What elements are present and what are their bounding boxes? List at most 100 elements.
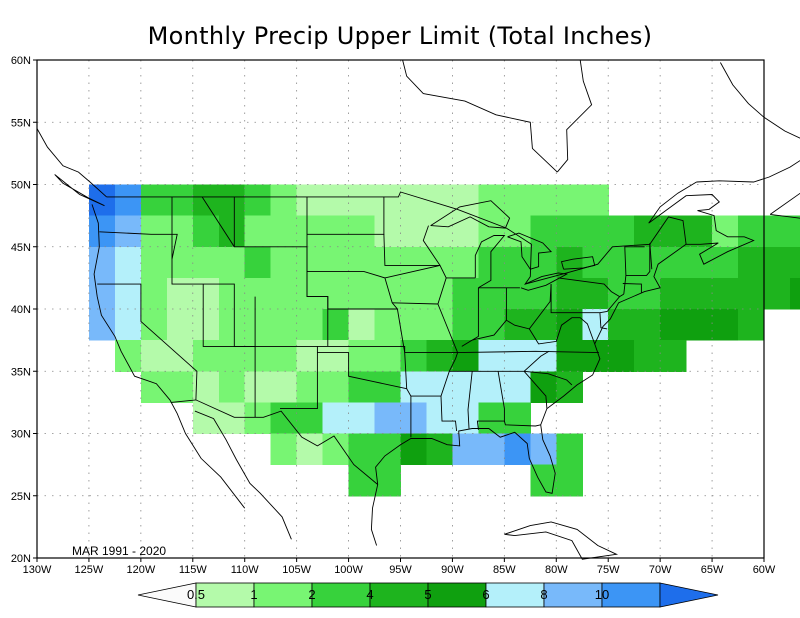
- precip-cell: [218, 246, 246, 279]
- precip-cell: [530, 215, 557, 248]
- precip-cell: [244, 184, 272, 217]
- boundary-line: [383, 234, 440, 266]
- precip-cell: [556, 433, 583, 466]
- boundary-line: [97, 283, 198, 400]
- lon-tick-label: 60W: [753, 564, 776, 576]
- precip-cell: [270, 371, 298, 403]
- precip-cell: [348, 277, 376, 310]
- precip-cell: [374, 464, 402, 497]
- lon-tick-label: 75W: [597, 564, 620, 576]
- precip-cell: [504, 402, 531, 435]
- boundary-line: [36, 128, 107, 198]
- lon-tick-label: 70W: [649, 564, 672, 576]
- precip-cell: [738, 309, 765, 341]
- lon-tick-label: 115W: [179, 564, 208, 576]
- precip-cell: [244, 402, 272, 435]
- precip-cell: [114, 277, 142, 310]
- precip-cell: [660, 246, 687, 279]
- precip-cell: [348, 433, 376, 466]
- precip-cell: [504, 277, 531, 310]
- boundary-line: [461, 319, 507, 347]
- colorbar-label: 1: [250, 587, 257, 602]
- lon-tick-label: 95W: [389, 564, 412, 576]
- boundary-line: [171, 233, 178, 260]
- boundary-line: [523, 371, 548, 409]
- precip-cell: [608, 340, 635, 372]
- period-label: MAR 1991 - 2020: [72, 544, 166, 558]
- precip-cell: [426, 402, 454, 435]
- precip-cell: [322, 277, 350, 310]
- precip-cell: [400, 277, 428, 310]
- precip-cell: [322, 371, 350, 403]
- precip-cell: [114, 246, 142, 279]
- boundary-line: [170, 399, 378, 485]
- colorbar-swatch: [253, 582, 313, 608]
- boundary-line: [649, 242, 653, 270]
- precip-cell: [764, 215, 791, 248]
- precip-cell: [634, 246, 661, 279]
- precip-cell: [374, 402, 402, 435]
- boundary-line: [505, 284, 552, 330]
- precip-cell: [322, 184, 350, 217]
- precip-cell: [556, 309, 583, 341]
- colorbar-swatch: [601, 582, 661, 608]
- precip-cell: [686, 277, 713, 310]
- precip-cell: [790, 215, 800, 248]
- precip-cell: [296, 433, 324, 466]
- precip-cell: [530, 309, 557, 341]
- precip-cell: [270, 402, 298, 435]
- boundary-line: [194, 410, 292, 540]
- boundary-line: [520, 272, 569, 291]
- precip-cell: [712, 246, 739, 279]
- precip-cell: [634, 215, 661, 248]
- precip-cell: [296, 277, 324, 310]
- boundary-line: [528, 317, 596, 345]
- precip-cell: [192, 246, 220, 279]
- colorbar-swatch: [485, 582, 545, 608]
- boundary-line: [99, 231, 172, 235]
- precip-cell: [296, 246, 324, 279]
- precip-cell: [452, 433, 479, 466]
- precip-cell: [634, 340, 661, 372]
- precip-cell: [374, 371, 402, 403]
- colorbar-label: 8: [540, 587, 547, 602]
- boundary-line: [404, 350, 599, 354]
- precip-cell: [530, 277, 557, 310]
- colorbar-swatch: [195, 582, 255, 608]
- lat-tick-label: 20N: [11, 553, 31, 565]
- precip-cell: [608, 215, 635, 248]
- precip-cell: [322, 215, 350, 248]
- boundary-line: [471, 287, 479, 341]
- boundary-line: [599, 312, 608, 330]
- precip-cell: [478, 433, 505, 466]
- precip-cell: [478, 215, 505, 248]
- precip-cell: [400, 402, 428, 435]
- precip-cell: [738, 277, 765, 310]
- precip-cell: [296, 340, 324, 372]
- lon-tick-label: 85W: [493, 564, 516, 576]
- colorbar-arrow-right: [659, 582, 719, 608]
- lon-tick-label: 120W: [126, 564, 155, 576]
- precip-cell: [374, 309, 402, 341]
- precip-cell: [426, 215, 454, 248]
- lat-tick-label: 35N: [11, 366, 31, 378]
- precip-cell: [88, 215, 116, 248]
- precip-cell: [166, 309, 194, 341]
- precip-cell: [296, 402, 324, 435]
- precip-cell: [556, 464, 583, 497]
- boundary-line: [437, 303, 459, 432]
- precip-cell: [348, 464, 376, 497]
- precip-cell: [322, 309, 350, 341]
- lat-tick-label: 45N: [11, 242, 31, 254]
- colorbar-label: 5: [424, 587, 431, 602]
- boundary-line: [622, 283, 642, 293]
- precip-cell: [218, 277, 246, 310]
- lat-tick-label: 60N: [11, 55, 31, 67]
- colorbar-label: 2: [308, 587, 315, 602]
- colorbar-label: 6: [482, 587, 489, 602]
- precip-cell: [348, 402, 376, 435]
- precip-cell: [270, 309, 298, 341]
- colorbar-swatch: [369, 582, 429, 608]
- precip-cell: [426, 340, 454, 372]
- precip-cell: [296, 309, 324, 341]
